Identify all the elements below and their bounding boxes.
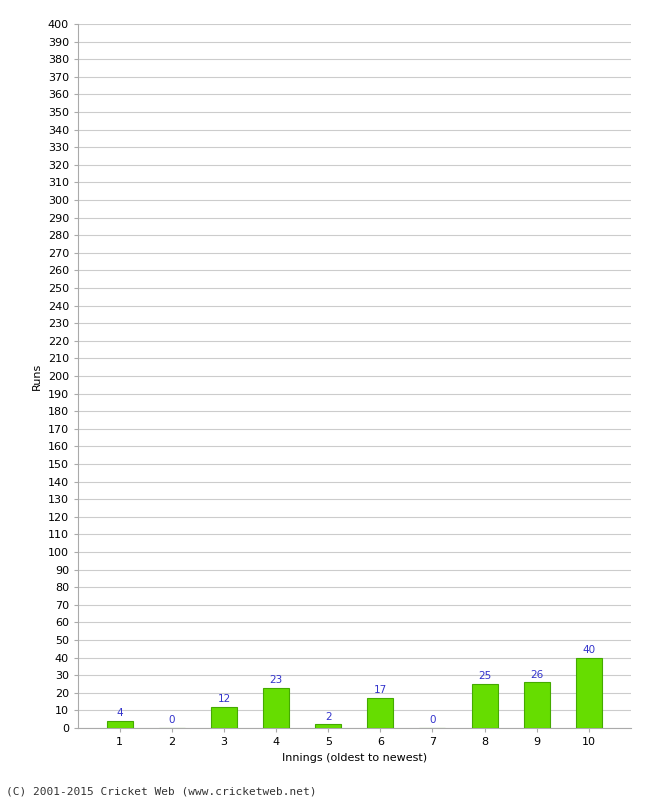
Text: 23: 23 (270, 675, 283, 685)
Text: 2: 2 (325, 712, 332, 722)
Text: 0: 0 (168, 715, 175, 726)
Text: 40: 40 (582, 645, 595, 655)
Text: 0: 0 (429, 715, 436, 726)
Bar (315, 725, 341, 728)
Text: (C) 2001-2015 Cricket Web (www.cricketweb.net): (C) 2001-2015 Cricket Web (www.cricketwe… (6, 786, 317, 796)
Bar (263, 687, 289, 728)
Bar (367, 698, 393, 728)
Text: 17: 17 (374, 686, 387, 695)
Bar (524, 682, 550, 728)
Bar (471, 684, 498, 728)
X-axis label: Innings (oldest to newest): Innings (oldest to newest) (281, 753, 427, 762)
Text: 12: 12 (217, 694, 231, 704)
Bar (211, 707, 237, 728)
Bar (107, 721, 133, 728)
Bar (576, 658, 602, 728)
Text: 25: 25 (478, 671, 491, 682)
Text: 26: 26 (530, 670, 543, 680)
Text: 4: 4 (116, 708, 123, 718)
Y-axis label: Runs: Runs (32, 362, 42, 390)
